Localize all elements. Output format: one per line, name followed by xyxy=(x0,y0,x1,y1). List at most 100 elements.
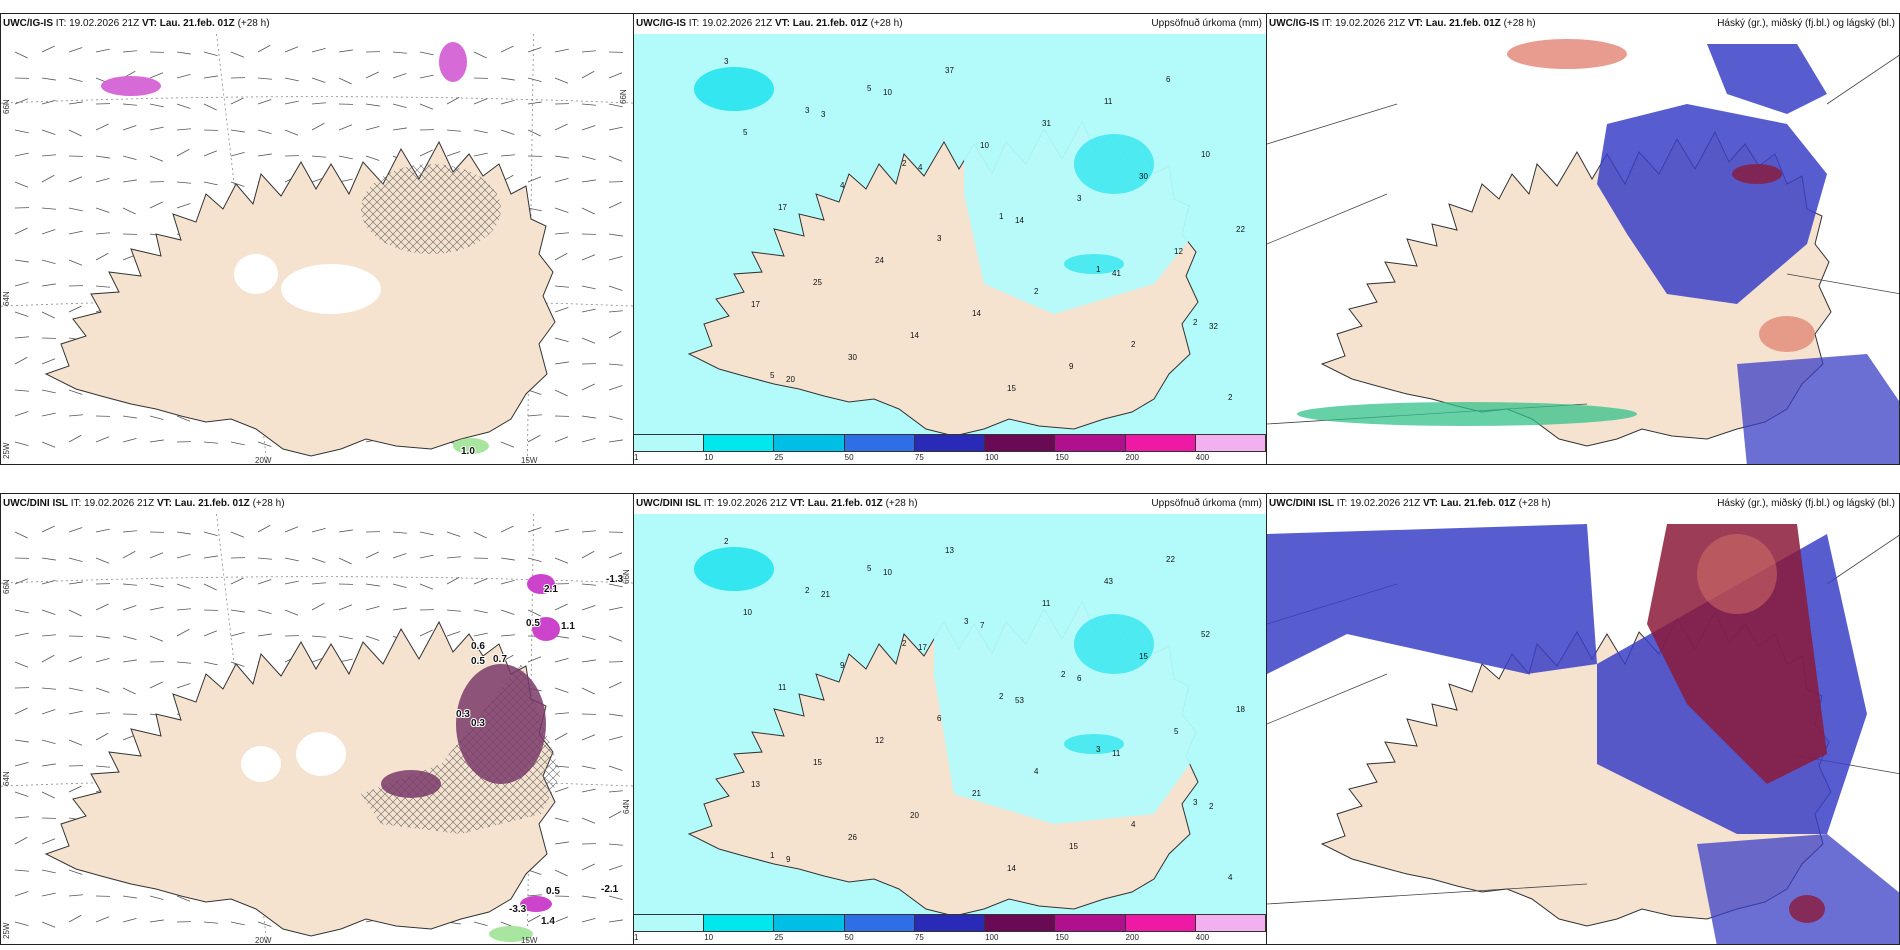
wind-barb xyxy=(392,531,407,534)
wind-barb xyxy=(203,75,218,79)
wind-barb xyxy=(608,126,623,131)
wind-barb xyxy=(608,330,622,339)
mid-cloud xyxy=(1759,316,1815,352)
boundary-line xyxy=(1267,193,1388,245)
wind-barb xyxy=(176,128,191,131)
precip-heavy xyxy=(1074,134,1154,194)
wind-barb xyxy=(554,177,569,183)
legend-tick-label: 400 xyxy=(1195,453,1210,462)
glacier xyxy=(241,746,281,782)
precip-value-label: 2 xyxy=(999,692,1004,701)
wind-barb xyxy=(554,307,569,313)
wind-barb xyxy=(95,177,110,183)
wind-value-label: -3.3 xyxy=(509,904,527,915)
wind-barb xyxy=(365,635,380,641)
wind-barb xyxy=(554,557,569,564)
wind-barb xyxy=(230,609,245,613)
it-label: IT: xyxy=(688,18,700,29)
wind-barb xyxy=(41,525,55,533)
wind-barb xyxy=(338,529,353,533)
wind-barb xyxy=(230,631,245,637)
wind-barb xyxy=(176,661,191,664)
wind-barb xyxy=(608,103,623,108)
precip-value-label: 21 xyxy=(972,789,981,798)
wind-barb xyxy=(14,609,29,614)
wind-barb xyxy=(473,578,488,585)
legend-swatch xyxy=(914,915,986,931)
lon-label-25: 25W xyxy=(2,442,11,459)
wind-barb xyxy=(41,412,56,417)
wind-barb xyxy=(473,921,488,927)
wind-barb xyxy=(95,657,110,663)
wind-barb xyxy=(41,709,56,715)
wind-barb xyxy=(14,441,29,447)
wind-barb xyxy=(365,103,380,107)
wind-barb xyxy=(230,181,245,187)
precip-blob xyxy=(456,664,546,784)
wind-barb xyxy=(554,232,569,235)
wind-barb xyxy=(230,151,245,157)
wind-barb xyxy=(14,181,29,188)
wind-barb xyxy=(149,126,164,131)
lead-time: (+28 h) xyxy=(252,498,285,509)
wind-barb xyxy=(473,152,488,157)
wind-barb xyxy=(473,531,487,539)
wind-barb xyxy=(95,48,110,53)
wind-barb xyxy=(554,528,569,533)
wind-barb xyxy=(257,633,272,637)
wind-barb xyxy=(41,921,56,928)
wind-barb xyxy=(14,707,28,715)
wind-barb xyxy=(392,127,407,131)
wind-barb xyxy=(41,129,56,135)
low-cloud xyxy=(1267,524,1597,674)
wind-barb xyxy=(581,583,596,586)
wind-barb xyxy=(41,389,56,394)
wind-barb xyxy=(41,687,56,690)
wind-barb xyxy=(311,635,326,638)
wind-barb xyxy=(527,894,542,897)
glacier xyxy=(234,254,278,294)
wind-barb xyxy=(14,869,29,872)
precip-value-label: 52 xyxy=(1201,630,1210,639)
cloud-title: Háský (gr.), miðský (fj.bl.) og lágský (… xyxy=(1717,18,1895,29)
wind-barb xyxy=(95,207,110,213)
wind-barb xyxy=(527,207,542,212)
precip-title: Uppsöfnuð úrkoma (mm) xyxy=(1151,498,1262,509)
wind-barb xyxy=(608,895,623,901)
wind-barb xyxy=(176,553,191,559)
wind-barb xyxy=(284,129,299,136)
legend-tick-label: 200 xyxy=(1125,933,1139,942)
precip-value-label: 30 xyxy=(1139,172,1148,181)
wind-barb xyxy=(581,687,595,695)
wind-barb xyxy=(527,869,542,875)
precip-value-label: 13 xyxy=(945,546,954,555)
wind-barb xyxy=(311,557,326,563)
precip-value-label: 20 xyxy=(786,375,795,384)
legend-tick-label: 10 xyxy=(704,933,714,942)
legend-swatch xyxy=(914,435,986,451)
wind-barb xyxy=(581,863,595,871)
lon-label-20: 20W xyxy=(255,936,272,945)
wind-barb xyxy=(419,629,433,637)
panel-header: UWC/IG-IS IT: 19.02.2026 21Z VT: Lau. 21… xyxy=(1,14,633,34)
wind-barb xyxy=(608,439,623,443)
low-cloud xyxy=(1697,834,1899,944)
wind-barb xyxy=(608,583,623,588)
wind-barb xyxy=(257,609,272,615)
wind-barb xyxy=(230,129,245,133)
legend-tick-label: 1 xyxy=(634,453,639,462)
wind-barb xyxy=(203,630,218,637)
wind-barb xyxy=(41,609,56,615)
wind-barb xyxy=(122,437,137,443)
precip-value-label: 37 xyxy=(945,66,954,75)
wind-barb xyxy=(68,869,83,875)
precip-value-label: 2 xyxy=(1061,670,1066,679)
wind-barb xyxy=(41,174,55,183)
wind-barb xyxy=(14,98,29,105)
wind-barb xyxy=(365,551,379,559)
precip-value-label: 25 xyxy=(813,278,822,287)
wind-barb xyxy=(95,155,110,159)
glacier xyxy=(296,732,346,776)
wind-barb xyxy=(527,77,542,83)
wind-value-label: -1.3 xyxy=(606,574,624,585)
